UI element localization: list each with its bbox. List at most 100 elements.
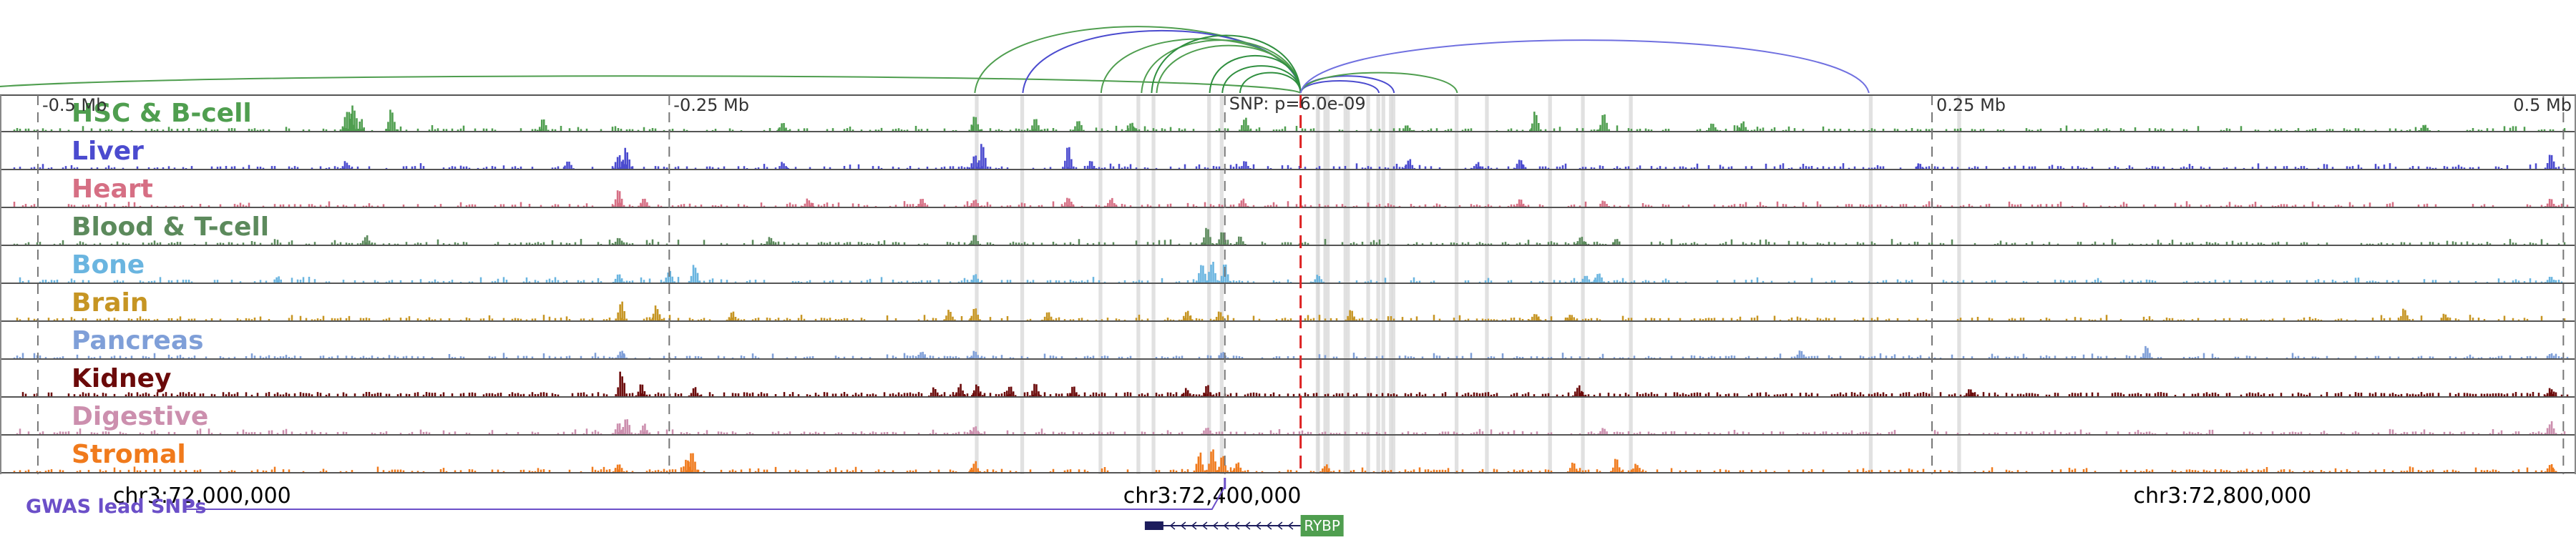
gene-label-box xyxy=(1300,515,1344,536)
track-peak xyxy=(1794,350,1807,358)
track-peak xyxy=(1345,310,1357,320)
track-label: Pancreas xyxy=(72,326,204,355)
track-peak xyxy=(339,112,357,131)
track-peak xyxy=(638,423,650,434)
highlight-band xyxy=(1317,95,1320,474)
track-peak xyxy=(2140,345,2153,358)
track-peak xyxy=(968,235,982,245)
track-noise xyxy=(13,239,2566,245)
track-peak xyxy=(663,270,676,283)
track-peak xyxy=(968,350,982,358)
gene-strand-arrow xyxy=(1255,521,1262,530)
highlight-band xyxy=(1207,95,1211,474)
track-peak xyxy=(779,162,789,169)
track-noise xyxy=(13,201,2569,207)
chromatin-loop xyxy=(1151,34,1302,94)
gwas-label: GWAS lead SNPs xyxy=(26,496,206,518)
track-peak xyxy=(1402,125,1413,131)
track-peak xyxy=(1216,232,1229,245)
highlight-band xyxy=(1219,95,1224,474)
highlight-band xyxy=(1151,95,1156,474)
track-peak xyxy=(1180,388,1194,396)
track-peak xyxy=(688,387,701,396)
chromatin-loop xyxy=(1239,72,1302,94)
track-peak xyxy=(1239,161,1252,169)
distance-tick-label: -0.25 Mb xyxy=(673,95,749,115)
highlight-band xyxy=(1868,95,1873,474)
track-peak xyxy=(1312,275,1325,283)
track-peak xyxy=(339,161,353,169)
gene-strand-arrow xyxy=(1277,521,1283,530)
highlight-band xyxy=(1548,95,1552,474)
gene-strand-arrow xyxy=(1223,521,1229,530)
track-peak xyxy=(612,190,625,207)
gene-strand-arrow xyxy=(1201,521,1208,530)
highlight-band xyxy=(1098,95,1103,474)
highlight-band xyxy=(1366,95,1370,474)
gene-strand-arrow xyxy=(1287,521,1294,530)
track-peak xyxy=(2544,154,2557,169)
chromatin-loop xyxy=(1299,80,1380,94)
track-peak xyxy=(650,305,663,320)
track-peak xyxy=(970,384,984,396)
gene-strand-arrow xyxy=(1169,521,1176,530)
track-peak xyxy=(564,162,575,169)
guide-lines xyxy=(36,95,2565,474)
track-peak xyxy=(2544,198,2557,207)
track-peak xyxy=(1609,458,1623,472)
track-peak xyxy=(1216,456,1229,472)
gene-strand-arrow xyxy=(1244,521,1251,530)
highlight-band xyxy=(1346,95,1350,474)
highlight-band xyxy=(1629,95,1633,474)
track-peak xyxy=(635,384,648,396)
track-peak xyxy=(620,419,633,434)
track-peak xyxy=(1029,383,1042,396)
track-peak xyxy=(688,265,701,283)
track-peak xyxy=(1470,162,1484,169)
highlight-band xyxy=(1391,95,1395,474)
coordinate-tick-label: chr3:72,400,000 xyxy=(1123,483,1302,509)
gene-track: RYBP xyxy=(1144,515,1344,536)
track-peak xyxy=(943,310,956,320)
track-peak xyxy=(615,371,628,396)
track-peak xyxy=(2544,277,2555,283)
track-peak xyxy=(915,351,928,358)
track-peak xyxy=(686,453,698,472)
track-peak xyxy=(1571,385,1585,396)
track-peak xyxy=(1706,123,1719,131)
gwas-connector xyxy=(186,486,1226,510)
track-peak xyxy=(1029,119,1042,131)
track-peak xyxy=(968,461,982,472)
track-peak xyxy=(620,147,633,169)
highlight-band xyxy=(1389,95,1393,474)
track-peak xyxy=(1193,452,1206,472)
track-peak xyxy=(1234,236,1246,245)
track-peak xyxy=(1239,117,1252,131)
track-peak xyxy=(1963,389,1976,396)
track-peak xyxy=(638,198,650,207)
track-peak xyxy=(1041,312,1055,320)
track-peak xyxy=(1579,275,1593,283)
chromatin-loop xyxy=(1299,72,1458,94)
track-peak xyxy=(1402,159,1416,169)
track-peak xyxy=(2418,124,2431,131)
track-peak xyxy=(1599,200,1610,207)
track-peak xyxy=(1201,227,1214,245)
track-label: Brain xyxy=(72,288,148,318)
track-peak xyxy=(615,301,628,320)
track-peak xyxy=(1528,112,1542,131)
track-peak xyxy=(968,200,982,207)
track-peak xyxy=(1566,462,1580,472)
track-label: HSC & B-cell xyxy=(72,99,252,128)
track-peak xyxy=(1201,385,1214,396)
chromatin-loops xyxy=(0,26,1870,94)
coordinate-axis: chr3:72,000,000 chr3:72,400,000 chr3:72,80… xyxy=(113,483,2311,509)
track-peak xyxy=(1105,197,1118,207)
track-peak xyxy=(1528,314,1542,320)
track-peak xyxy=(1062,147,1075,169)
track-peak xyxy=(1180,310,1194,320)
gene-strand-arrow xyxy=(1191,521,1197,530)
track-noise xyxy=(16,428,2566,434)
track-peak xyxy=(2544,388,2557,396)
track-noise xyxy=(19,277,2563,283)
